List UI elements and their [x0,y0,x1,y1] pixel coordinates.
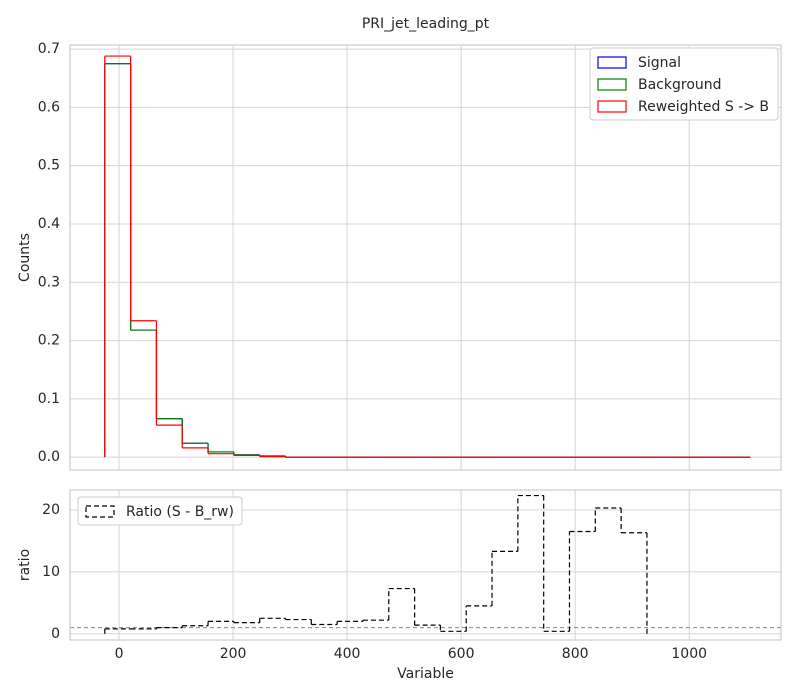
legend: Ratio (S - B_rw) [77,496,243,526]
legend-box [589,47,779,121]
y-axis-label: ratio [17,549,33,581]
y-tick-label: 20 [42,502,60,518]
legend-label: Ratio (S - B_rw) [126,504,234,520]
y-tick-label: 0.0 [38,449,60,465]
y-tick-label: 0.2 [38,333,60,349]
x-tick-label: 1000 [671,646,707,662]
axes-frame [69,44,782,471]
y-tick-label: 0.1 [38,391,60,407]
x-tick-label: 800 [562,646,589,662]
legend-swatch [597,78,627,91]
legend-swatch [597,56,627,69]
legend: Signal Background Reweighted S -> B [589,47,779,121]
x-tick-label: 0 [115,646,124,662]
legend-label: Reweighted S -> B [638,99,769,115]
y-tick-label: 0.6 [38,99,60,115]
y-tick-label: 0 [51,626,60,642]
legend-swatch [597,100,627,113]
y-tick-label: 0.3 [38,274,60,290]
axes-frame [69,489,782,641]
y-tick-label: 10 [42,564,60,580]
chart-title: PRI_jet_leading_pt [362,16,490,32]
legend-swatch [85,505,115,518]
y-tick-label: 0.7 [38,41,60,57]
x-tick-label: 400 [334,646,361,662]
x-tick-label: 600 [448,646,475,662]
x-tick-label: 200 [220,646,247,662]
y-axis-label: Counts [17,233,33,282]
legend-box [77,496,243,526]
x-axis-label: Variable [397,666,454,682]
legend-label: Background [638,77,722,93]
y-tick-label: 0.4 [38,216,60,232]
legend-label: Signal [638,55,681,71]
y-tick-label: 0.5 [38,158,60,174]
